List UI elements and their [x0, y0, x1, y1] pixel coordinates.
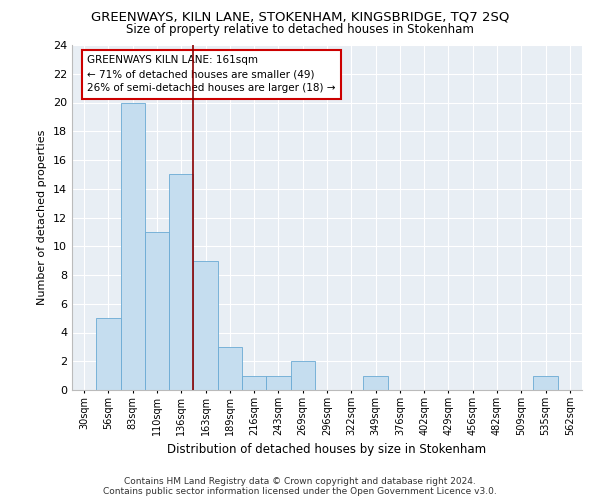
Bar — [218, 347, 242, 390]
X-axis label: Distribution of detached houses by size in Stokenham: Distribution of detached houses by size … — [167, 444, 487, 456]
Bar — [364, 376, 388, 390]
Text: Contains HM Land Registry data © Crown copyright and database right 2024.
Contai: Contains HM Land Registry data © Crown c… — [103, 476, 497, 496]
Bar — [193, 260, 218, 390]
Text: Size of property relative to detached houses in Stokenham: Size of property relative to detached ho… — [126, 22, 474, 36]
Bar — [290, 361, 315, 390]
Bar — [145, 232, 169, 390]
Bar — [96, 318, 121, 390]
Bar — [266, 376, 290, 390]
Bar — [242, 376, 266, 390]
Bar — [169, 174, 193, 390]
Text: GREENWAYS, KILN LANE, STOKENHAM, KINGSBRIDGE, TQ7 2SQ: GREENWAYS, KILN LANE, STOKENHAM, KINGSBR… — [91, 11, 509, 24]
Bar — [121, 102, 145, 390]
Bar — [533, 376, 558, 390]
Y-axis label: Number of detached properties: Number of detached properties — [37, 130, 47, 305]
Text: GREENWAYS KILN LANE: 161sqm
← 71% of detached houses are smaller (49)
26% of sem: GREENWAYS KILN LANE: 161sqm ← 71% of det… — [88, 56, 336, 94]
